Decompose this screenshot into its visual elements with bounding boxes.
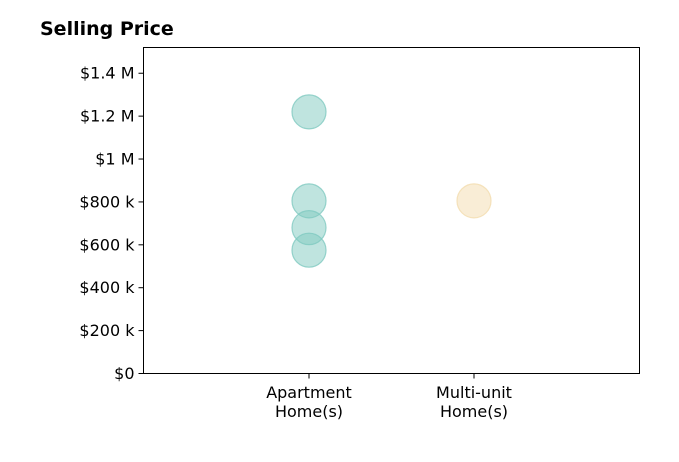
x-tick-label: Apartment Home(s) bbox=[266, 383, 352, 421]
y-tick-label: $200 k bbox=[79, 321, 135, 340]
data-points bbox=[291, 94, 492, 268]
y-tick-label: $800 k bbox=[79, 192, 135, 211]
y-tick-label: $0 bbox=[114, 364, 134, 383]
y-tick-label: $600 k bbox=[79, 235, 135, 254]
y-axis: $0 $200 k $400 k $600 k $800 k $1 M $1.2 M $1.4… bbox=[79, 64, 144, 383]
y-tick-label: $1 M bbox=[95, 150, 134, 169]
y-tick-label: $400 k bbox=[79, 278, 135, 297]
y-tick-label: $1.4 M bbox=[80, 64, 135, 83]
data-point bbox=[291, 94, 327, 130]
x-tick-label: Multi-unit Home(s) bbox=[436, 383, 512, 421]
plot-frame bbox=[143, 47, 640, 374]
data-point bbox=[456, 183, 492, 219]
data-point bbox=[291, 232, 327, 268]
x-axis: Apartment Home(s) Multi-unit Home(s) bbox=[266, 373, 512, 421]
y-tick-label: $1.2 M bbox=[80, 107, 135, 126]
chart-title: Selling Price bbox=[40, 18, 174, 40]
